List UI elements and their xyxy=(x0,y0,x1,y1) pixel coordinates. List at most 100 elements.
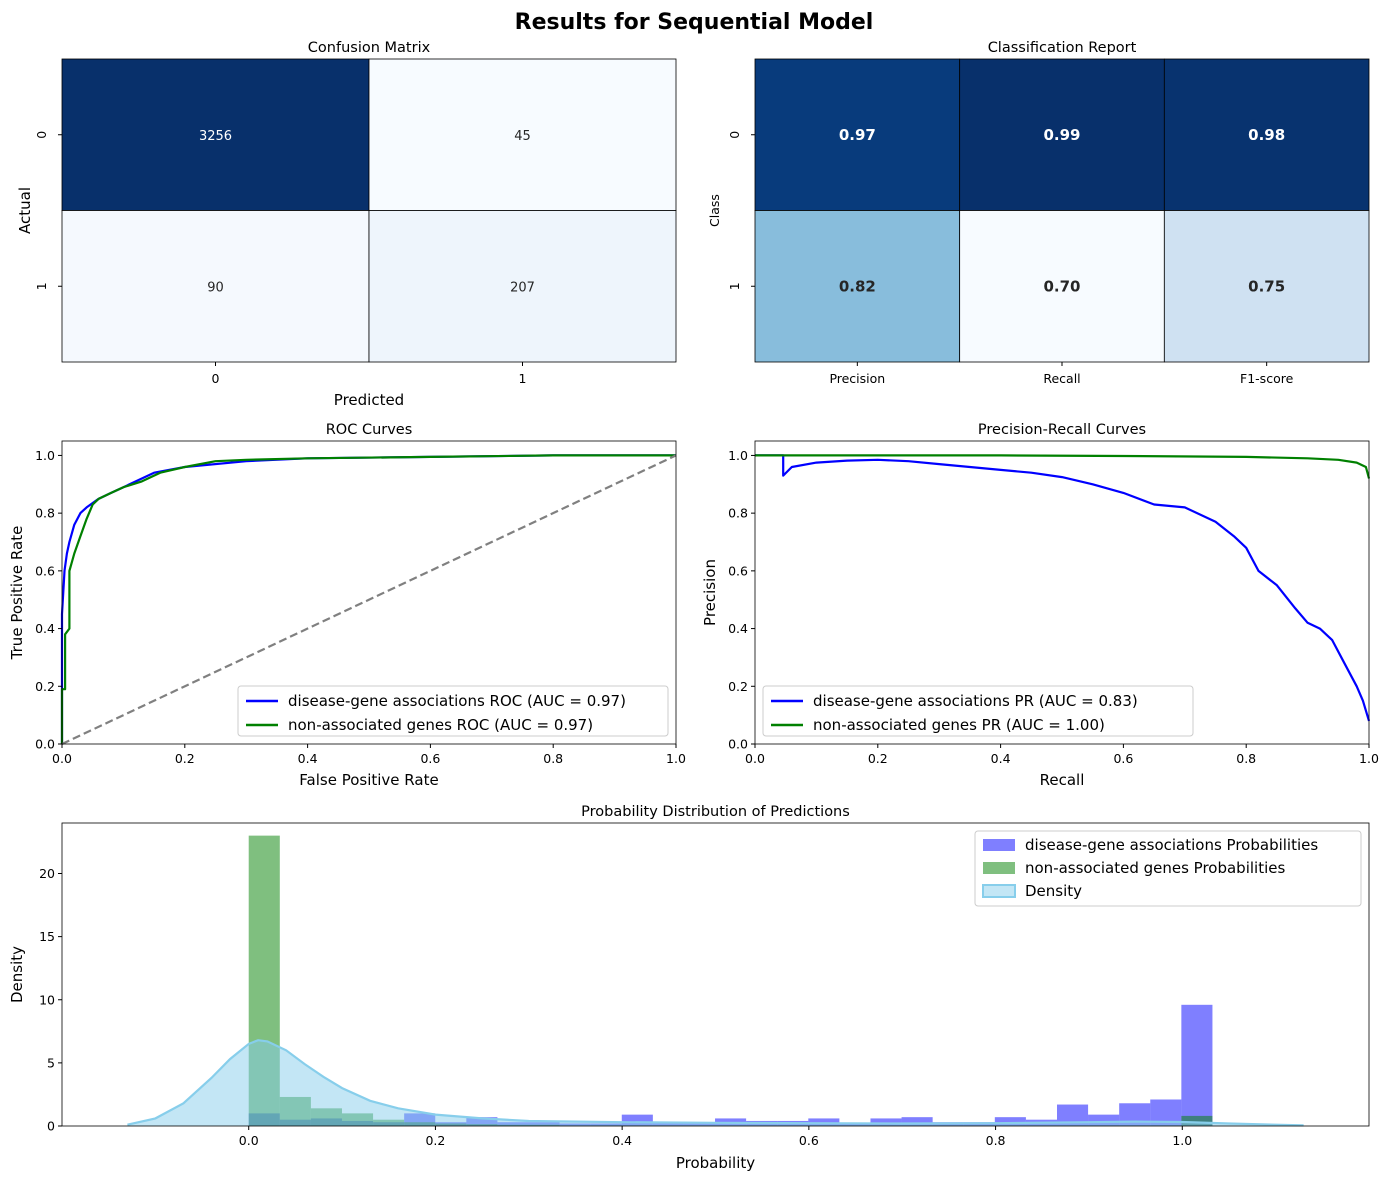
y-tick-label: 15 xyxy=(39,929,55,944)
chart-title: Probability Distribution of Predictions xyxy=(581,804,850,820)
y-tick-label: 0 xyxy=(47,1119,55,1134)
histogram-bar xyxy=(1088,1114,1120,1126)
y-axis-label: Density xyxy=(8,946,26,1003)
x-tick-label: 0.6 xyxy=(420,751,440,766)
x-tick-label: 0.8 xyxy=(1236,751,1256,766)
plot-frame xyxy=(61,822,1370,1127)
y-tick-label: 0.0 xyxy=(35,737,55,752)
x-tick-label: 1.0 xyxy=(666,751,686,766)
y-tick-label: 0 xyxy=(34,131,49,139)
legend-entry: non-associated genes PR (AUC = 1.00) xyxy=(813,716,1105,734)
figure-title: Results for Sequential Model xyxy=(515,10,874,35)
heatmap-cell xyxy=(1163,210,1370,363)
chart-title: ROC Curves xyxy=(326,422,413,438)
x-tick-label: 0.8 xyxy=(986,1133,1006,1148)
y-tick-label: 1 xyxy=(34,282,49,290)
heatmap-cell xyxy=(61,210,370,363)
histogram-bar xyxy=(994,1117,1026,1126)
x-axis-label: Probability xyxy=(676,1154,755,1172)
cell-value-label: 0.97 xyxy=(839,126,876,144)
chance-diagonal-line xyxy=(61,454,677,745)
x-tick-label: 0.2 xyxy=(175,751,195,766)
classification-report-chart: Classification Report 0.97 0.99 0.98 0.82 0.7… xyxy=(707,40,1370,386)
y-tick-label: 0.2 xyxy=(728,679,748,694)
x-tick-label: 0.6 xyxy=(799,1133,819,1148)
y-tick-label: 0.0 xyxy=(728,737,748,752)
y-tick-label: 0.8 xyxy=(728,506,748,521)
cell-value-label: 0.82 xyxy=(839,277,876,295)
y-tick-label: 1 xyxy=(727,282,742,290)
x-axis-label: Predicted xyxy=(334,391,404,409)
legend-entry: non-associated genes ROC (AUC = 0.97) xyxy=(288,716,593,734)
x-tick-label: Recall xyxy=(1043,371,1080,386)
heatmap-cell xyxy=(959,58,1165,211)
y-axis-label: True Positive Rate xyxy=(8,526,26,661)
y-tick-label: 10 xyxy=(39,992,55,1007)
precision-recall-chart: Precision-Recall Curves 0.0 0.2 0.4 0.6 0.8 1.… xyxy=(701,422,1379,789)
y-tick-label: 0.6 xyxy=(35,563,55,578)
y-tick-label: 20 xyxy=(39,866,55,881)
confusion-matrix-chart: Confusion Matrix 3256 45 90 207 0 1 0 1 Predicted… xyxy=(16,40,677,409)
x-tick-label: 0.6 xyxy=(1113,751,1133,766)
series-line xyxy=(60,454,676,744)
heatmap-cell xyxy=(959,210,1165,363)
plot-frame xyxy=(61,440,677,745)
cell-value-label: 0.75 xyxy=(1248,277,1285,295)
cell-value-label: 0.98 xyxy=(1248,126,1285,144)
legend-entry: disease-gene associations PR (AUC = 0.83… xyxy=(813,692,1138,710)
legend-box xyxy=(762,685,1194,737)
y-tick-label: 0.2 xyxy=(35,679,55,694)
heatmap-cell xyxy=(368,58,677,211)
y-axis-label: Precision xyxy=(701,559,719,626)
legend-entry: disease-gene associations Probabilities xyxy=(1025,836,1318,854)
plot-frame xyxy=(754,440,1370,745)
x-tick-label: 0.0 xyxy=(239,1133,259,1148)
histogram-bar xyxy=(1181,1115,1213,1126)
x-tick-label: 0.4 xyxy=(991,751,1011,766)
x-tick-label: 0.2 xyxy=(868,751,888,766)
x-tick-label: 1 xyxy=(519,371,527,386)
x-tick-label: 0.8 xyxy=(543,751,563,766)
chart-title: Confusion Matrix xyxy=(308,40,431,56)
x-tick-label: 0.0 xyxy=(52,751,72,766)
legend-box xyxy=(974,830,1362,907)
legend-box xyxy=(237,685,669,737)
legend-entry: Density xyxy=(1025,882,1082,900)
cell-value-label: 207 xyxy=(510,280,535,295)
x-tick-label: Precision xyxy=(829,371,885,386)
x-tick-label: 0.2 xyxy=(425,1133,445,1148)
y-tick-label: 5 xyxy=(47,1055,55,1070)
y-tick-label: 0.8 xyxy=(35,506,55,521)
legend-entry: non-associated genes Probabilities xyxy=(1025,859,1285,877)
chart-title: Precision-Recall Curves xyxy=(978,422,1146,438)
histogram-bar xyxy=(621,1114,653,1126)
y-tick-label: 0 xyxy=(727,131,742,139)
density-line xyxy=(127,1039,1304,1127)
legend-swatch xyxy=(983,862,1015,874)
cell-value-label: 0.70 xyxy=(1043,277,1080,295)
y-axis-label: Class xyxy=(707,194,722,227)
y-tick-label: 0.4 xyxy=(728,621,748,636)
x-axis-label: False Positive Rate xyxy=(299,771,438,789)
x-tick-label: F1-score xyxy=(1240,371,1294,386)
cell-value-label: 0.99 xyxy=(1043,126,1080,144)
series-line xyxy=(755,454,1371,722)
x-tick-label: 0 xyxy=(212,371,220,386)
density-area xyxy=(127,1040,1304,1126)
x-tick-label: 0.0 xyxy=(745,751,765,766)
histogram-bar xyxy=(901,1117,933,1126)
histogram-bar xyxy=(1181,1004,1213,1126)
x-tick-label: 1.0 xyxy=(1172,1133,1192,1148)
y-axis-label: Actual xyxy=(16,187,34,234)
series-line xyxy=(755,454,1371,479)
probability-distribution-chart: Probability Distribution of Predictions 0… xyxy=(8,804,1370,1172)
roc-curves-chart: ROC Curves 0.0 0.2 0.4 0.6 0.8 1.0 0.0 0.2 0.4 0.6… xyxy=(8,422,686,789)
chart-title: Classification Report xyxy=(988,40,1137,56)
x-axis-label: Recall xyxy=(1040,771,1085,789)
legend-entry: disease-gene associations ROC (AUC = 0.9… xyxy=(288,692,626,710)
y-tick-label: 0.6 xyxy=(728,563,748,578)
histogram-bar xyxy=(1119,1103,1151,1126)
x-tick-label: 1.0 xyxy=(1359,751,1379,766)
legend-swatch xyxy=(983,839,1015,851)
